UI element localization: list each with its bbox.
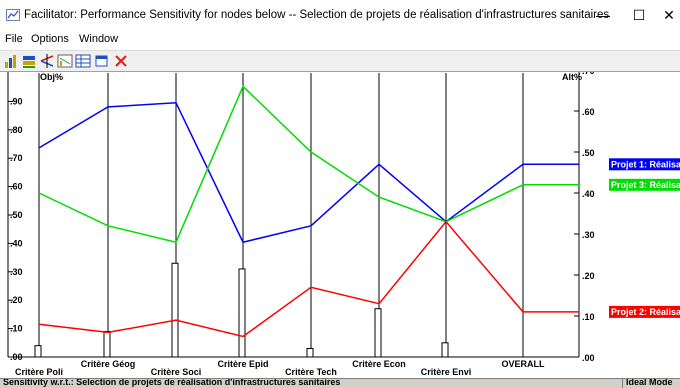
left-tick-label: .40	[10, 238, 23, 248]
right-tick-label: .00	[582, 353, 595, 363]
left-tick-label: .70	[10, 153, 23, 163]
left-axis-label: Obj%	[40, 72, 63, 82]
right-tick-label: .50	[582, 148, 595, 158]
series-legend-label: Projet 1: Réalisa	[611, 159, 680, 169]
series-legend-label: Projet 3: Réalisa	[611, 180, 680, 190]
objective-weight-bar	[103, 330, 111, 358]
series-legend-box	[609, 305, 680, 318]
menu-file[interactable]: File	[5, 33, 23, 45]
left-tick-label: .20	[10, 295, 23, 305]
left-tick-label: .30	[10, 267, 23, 277]
bar-chart-icon[interactable]	[3, 53, 19, 69]
objective-weight-bar	[171, 262, 179, 358]
performance-chart-icon[interactable]	[57, 53, 73, 69]
criterion-label: Critère Tech	[285, 367, 337, 377]
grid-chart-icon[interactable]	[75, 53, 91, 69]
objective-weight-bar	[374, 308, 382, 358]
close-red-icon[interactable]	[113, 53, 129, 69]
left-tick-label: .10	[10, 324, 23, 334]
criterion-label: Critère Envi	[421, 367, 472, 377]
minimize-button[interactable]: —	[596, 7, 610, 23]
menu-window[interactable]: Window	[79, 33, 119, 45]
objective-weight-bar	[441, 342, 449, 358]
criterion-label: OVERALL	[501, 359, 545, 369]
menu-bar: File Options Window	[0, 31, 680, 49]
criterion-label: Critère Soci	[151, 367, 202, 377]
criterion-label: Critère Géog	[81, 359, 136, 369]
series-line	[38, 220, 579, 338]
right-tick-label: .60	[582, 107, 595, 117]
gradient-chart-icon[interactable]	[39, 53, 55, 69]
right-tick-label: .10	[582, 312, 595, 322]
sensitivity-chart: Obj% Alt% .00 .10 .20 .30 .40 .50 .60 .70 .80 .90 .0…	[7, 72, 680, 377]
window-icon[interactable]	[93, 53, 109, 69]
close-button[interactable]: ✕	[663, 7, 675, 23]
maximize-button[interactable]: ☐	[632, 7, 646, 23]
left-tick-label: .50	[10, 210, 23, 220]
chart-window-icon	[6, 9, 20, 21]
criterion-label: Critère Poli	[15, 367, 63, 377]
left-tick-label: .90	[10, 96, 23, 106]
objective-weight-bar	[306, 347, 314, 358]
menu-options[interactable]: Options	[31, 33, 69, 45]
toolbar	[0, 50, 680, 72]
status-bar: Sensitivity w.r.t.: Selection de projets…	[0, 378, 680, 388]
objective-weight-bar	[238, 268, 246, 358]
right-tick-label: .40	[582, 189, 595, 199]
series-legend-label: Projet 2: Réalisa	[611, 307, 680, 317]
right-tick-label: .30	[582, 230, 595, 240]
left-tick-label: .00	[10, 352, 23, 362]
criterion-label: Critère Epid	[217, 359, 268, 369]
status-text: Sensitivity w.r.t.: Selection de projets…	[3, 378, 341, 387]
window-title: Facilitator: Performance Sensitivity for…	[24, 9, 610, 21]
objective-weight-bar	[34, 345, 42, 358]
left-tick-label: .60	[10, 182, 23, 192]
criterion-label: Critère Econ	[352, 359, 406, 369]
left-tick-label: .80	[10, 125, 23, 135]
series-legend-box	[609, 178, 680, 191]
right-tick-label: .70	[582, 72, 595, 76]
series-legend-box	[609, 158, 680, 171]
right-tick-label: .20	[582, 271, 595, 281]
right-axis-label: Alt%	[562, 72, 582, 82]
mode-indicator: Ideal Mode	[622, 379, 680, 388]
series-line	[38, 102, 579, 244]
series-line	[38, 85, 579, 244]
title-bar: Facilitator: Performance Sensitivity for…	[0, 0, 680, 31]
stacked-chart-icon[interactable]	[21, 53, 37, 69]
